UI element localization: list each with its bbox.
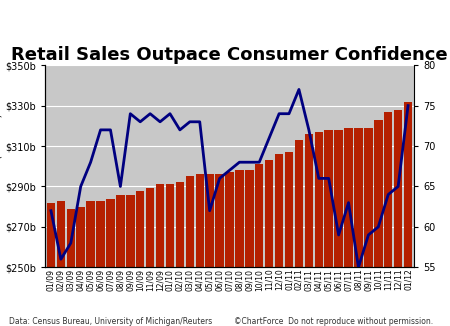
Bar bbox=[404, 102, 412, 267]
Bar bbox=[86, 200, 95, 267]
Bar bbox=[146, 188, 154, 267]
Text: Data: Census Bureau, University of Michigan/Reuters: Data: Census Bureau, University of Michi… bbox=[9, 318, 212, 326]
Bar bbox=[394, 110, 402, 267]
Bar bbox=[235, 170, 243, 267]
Bar bbox=[67, 209, 75, 267]
Bar bbox=[206, 174, 214, 267]
Bar bbox=[344, 128, 353, 267]
Bar bbox=[106, 199, 115, 267]
Bar bbox=[285, 152, 293, 267]
Bar bbox=[315, 132, 323, 267]
Bar bbox=[136, 190, 144, 267]
Bar bbox=[225, 172, 234, 267]
Bar bbox=[196, 174, 204, 267]
Bar bbox=[116, 195, 125, 267]
Bar bbox=[185, 176, 194, 267]
Y-axis label: Consumer Confidence: Consumer Confidence bbox=[447, 112, 450, 220]
Bar bbox=[156, 185, 164, 267]
Bar bbox=[47, 203, 55, 267]
Bar bbox=[245, 170, 253, 267]
Bar bbox=[96, 200, 105, 267]
Bar bbox=[57, 200, 65, 267]
Bar bbox=[334, 130, 343, 267]
Bar bbox=[126, 195, 135, 267]
Bar bbox=[305, 134, 313, 267]
Bar bbox=[255, 164, 263, 267]
Bar bbox=[374, 120, 382, 267]
Bar bbox=[176, 183, 184, 267]
Bar bbox=[166, 185, 174, 267]
Title: Retail Sales Outpace Consumer Confidence: Retail Sales Outpace Consumer Confidence bbox=[11, 46, 448, 64]
Text: ©ChartForce  Do not reproduce without permission.: ©ChartForce Do not reproduce without per… bbox=[234, 318, 433, 326]
Bar bbox=[265, 160, 274, 267]
Bar bbox=[216, 174, 224, 267]
Bar bbox=[364, 128, 373, 267]
Bar bbox=[275, 154, 284, 267]
Bar bbox=[324, 130, 333, 267]
Bar bbox=[384, 112, 392, 267]
Bar bbox=[76, 207, 85, 267]
Bar bbox=[354, 128, 363, 267]
Bar bbox=[295, 140, 303, 267]
Y-axis label: Retail Sales (Ex-Auto): Retail Sales (Ex-Auto) bbox=[0, 113, 2, 219]
